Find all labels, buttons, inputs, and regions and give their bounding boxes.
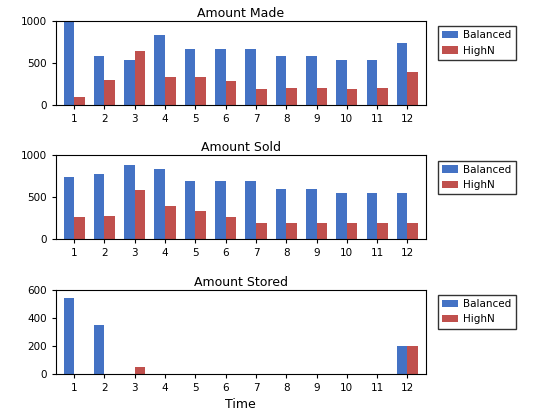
Bar <box>64 177 74 239</box>
Bar <box>215 181 226 239</box>
Bar <box>245 181 256 239</box>
Bar <box>226 217 236 239</box>
Bar <box>195 211 206 239</box>
Bar <box>276 56 286 105</box>
Bar <box>367 60 377 105</box>
Bar <box>94 56 105 105</box>
Bar <box>336 60 347 105</box>
Bar <box>155 35 165 105</box>
Bar <box>276 189 286 239</box>
Bar <box>336 193 347 239</box>
Bar <box>347 223 357 239</box>
Bar <box>316 88 327 105</box>
Bar <box>124 165 135 239</box>
Bar <box>256 89 267 105</box>
Bar <box>397 193 408 239</box>
X-axis label: Time: Time <box>226 399 256 411</box>
Bar <box>316 223 327 239</box>
Bar <box>105 216 115 239</box>
Bar <box>377 223 388 239</box>
Bar <box>155 169 165 239</box>
Bar <box>64 17 74 105</box>
Legend: Balanced, HighN: Balanced, HighN <box>438 295 516 328</box>
Bar <box>397 346 408 374</box>
Title: Amount Sold: Amount Sold <box>201 141 281 154</box>
Bar <box>165 77 176 105</box>
Bar <box>105 80 115 105</box>
Bar <box>377 88 388 105</box>
Bar <box>408 223 418 239</box>
Bar <box>347 89 357 105</box>
Bar <box>195 77 206 105</box>
Bar <box>286 88 297 105</box>
Bar <box>397 43 408 105</box>
Bar <box>74 217 85 239</box>
Bar <box>64 297 74 374</box>
Bar <box>94 325 105 374</box>
Bar <box>185 181 195 239</box>
Legend: Balanced, HighN: Balanced, HighN <box>438 160 516 194</box>
Bar <box>94 174 105 239</box>
Bar <box>408 72 418 105</box>
Bar <box>226 81 236 105</box>
Bar <box>74 97 85 105</box>
Bar <box>256 223 267 239</box>
Bar <box>367 193 377 239</box>
Title: Amount Made: Amount Made <box>197 7 284 20</box>
Title: Amount Stored: Amount Stored <box>194 276 288 289</box>
Bar <box>135 190 146 239</box>
Bar <box>306 189 316 239</box>
Bar <box>135 51 146 105</box>
Legend: Balanced, HighN: Balanced, HighN <box>438 26 516 60</box>
Bar <box>215 49 226 105</box>
Bar <box>185 49 195 105</box>
Bar <box>286 223 297 239</box>
Bar <box>245 49 256 105</box>
Bar <box>408 346 418 374</box>
Bar <box>165 206 176 239</box>
Bar <box>135 368 146 374</box>
Bar <box>124 60 135 105</box>
Bar <box>306 56 316 105</box>
